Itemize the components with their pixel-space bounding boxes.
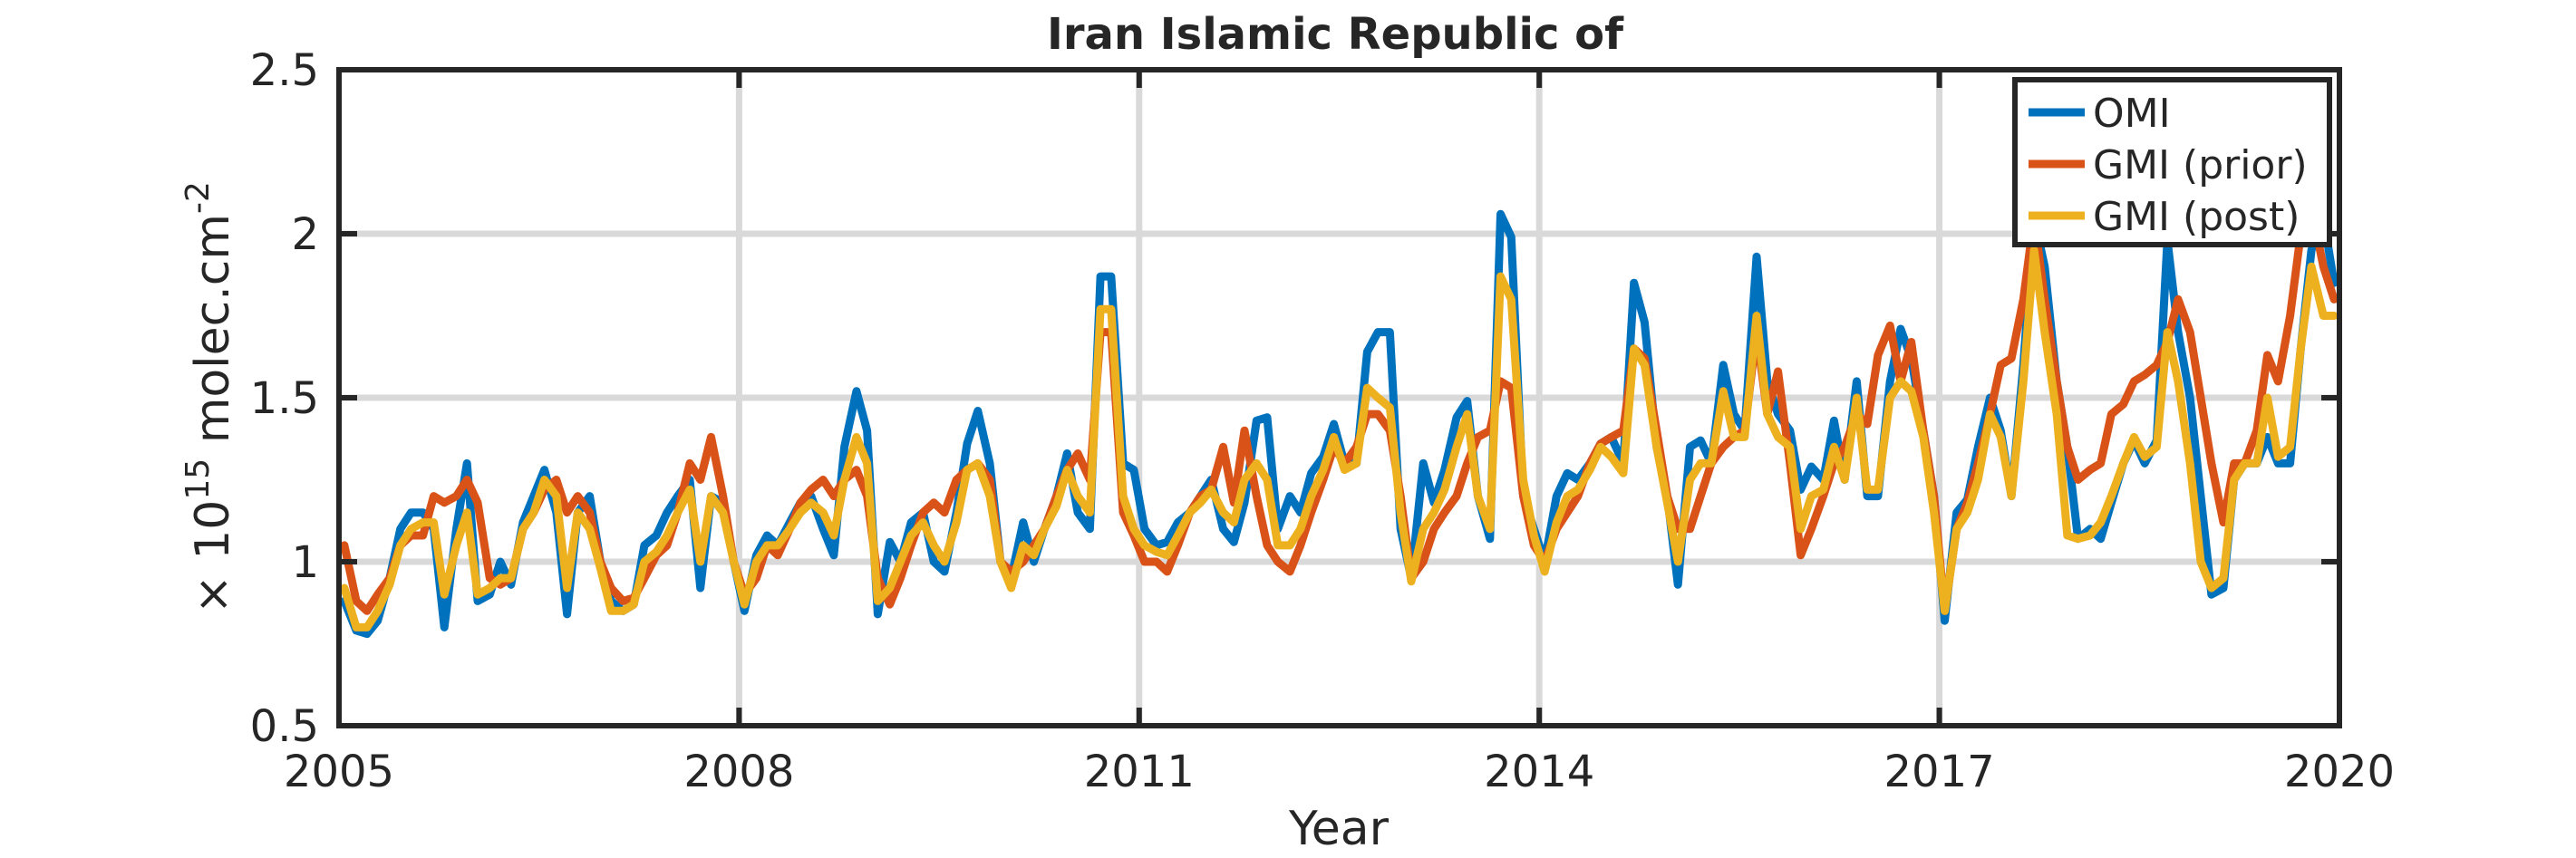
legend-items: OMI GMI (prior) GMI (post) — [2029, 91, 2308, 240]
y-axis-label-prefix: × 10 — [186, 500, 240, 614]
y-axis-label: × 1015 molec.cm-2 — [179, 181, 240, 614]
y-tick-label: 0.5 — [250, 701, 319, 752]
y-axis-label-unit-exponent: -2 — [179, 181, 217, 214]
y-tick-label: 2 — [291, 209, 319, 260]
legend-label: GMI (post) — [2093, 194, 2300, 240]
x-tick-label: 2020 — [2284, 747, 2395, 797]
series-layer — [340, 203, 2339, 639]
x-tick-label: 2005 — [284, 747, 394, 797]
x-tick-label: 2008 — [683, 747, 794, 797]
y-tick-label: 2.5 — [250, 45, 319, 96]
series-line-gmi-post — [340, 246, 2339, 631]
y-tick-label: 1.5 — [250, 373, 319, 424]
x-axis-tick-labels: 2005 2008 2011 2014 2017 2020 — [284, 747, 2395, 797]
y-axis-label-exponent: 15 — [179, 458, 217, 500]
legend-label: GMI (prior) — [2093, 142, 2308, 188]
grid-lines — [339, 70, 2339, 726]
y-axis-label-unit: molec.cm — [186, 214, 240, 458]
x-tick-label: 2011 — [1084, 747, 1195, 797]
y-axis-tick-labels: 0.5 1 1.5 2 2.5 — [250, 45, 319, 752]
legend-label: OMI — [2093, 91, 2171, 137]
chart-title: Iran Islamic Republic of — [1047, 9, 1624, 60]
legend: OMI GMI (prior) GMI (post) — [2012, 77, 2332, 247]
x-tick-label: 2014 — [1484, 747, 1594, 797]
x-tick-label: 2017 — [1884, 747, 1995, 797]
axis-ticks — [336, 67, 2342, 728]
x-axis-label: Year — [1288, 802, 1390, 856]
y-tick-label: 1 — [291, 537, 319, 588]
